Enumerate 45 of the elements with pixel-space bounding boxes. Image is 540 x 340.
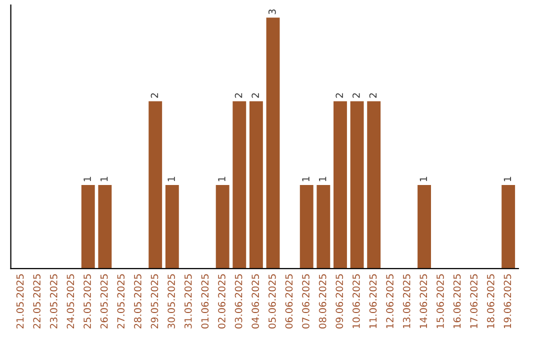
x-tick-label: 01.06.2025 (201, 274, 209, 328)
x-tick-label: 26.05.2025 (100, 274, 108, 328)
data-label: 1 (168, 176, 175, 182)
x-tick-label: 09.06.2025 (336, 274, 344, 328)
x-tick-label: 21.05.2025 (16, 274, 24, 328)
data-label: 2 (234, 93, 242, 98)
x-tick-label: 08.06.2025 (318, 274, 326, 328)
x-tick-label: 16.06.2025 (453, 274, 461, 328)
x-tick-label: 04.06.2025 (252, 274, 260, 328)
x-tick-label: 28.05.2025 (134, 274, 142, 328)
data-label: 1 (84, 176, 91, 182)
x-tick-label: 24.05.2025 (66, 274, 74, 328)
data-label: 2 (369, 93, 377, 98)
x-tick-label: 27.05.2025 (117, 274, 125, 328)
x-tick-label: 22.05.2025 (33, 274, 41, 328)
x-tick-label: 17.06.2025 (470, 274, 478, 328)
x-tick-label: 18.06.2025 (486, 274, 494, 328)
x-tick-label: 10.06.2025 (352, 274, 360, 328)
data-label: 1 (420, 176, 427, 182)
x-tick-label: 14.06.2025 (420, 274, 428, 328)
data-label: 1 (100, 176, 108, 182)
x-tick-label: 31.05.2025 (184, 274, 192, 328)
x-tick-label: 19.06.2025 (504, 274, 512, 328)
data-label: 3 (268, 9, 276, 14)
data-label: 1 (504, 176, 511, 182)
data-label: 1 (218, 176, 226, 182)
data-label: 2 (336, 93, 343, 98)
x-tick-label: 13.06.2025 (402, 274, 410, 328)
x-tick-label: 06.06.2025 (285, 274, 293, 328)
x-tick-label: 07.06.2025 (302, 274, 310, 328)
x-tick-label: 02.06.2025 (218, 274, 226, 328)
x-tick-label: 29.05.2025 (150, 274, 158, 328)
data-label: 2 (352, 93, 360, 98)
x-tick-label: 23.05.2025 (50, 274, 58, 328)
data-label: 1 (302, 176, 310, 182)
x-tick-label: 12.06.2025 (386, 274, 394, 328)
x-tick-label: 03.06.2025 (234, 274, 242, 328)
data-label: 2 (150, 93, 158, 98)
data-label: 2 (252, 93, 259, 98)
x-tick-label: 30.05.2025 (168, 274, 175, 328)
x-tick-label: 15.06.2025 (436, 274, 444, 328)
data-label: 1 (319, 176, 326, 182)
x-tick-label: 11.06.2025 (369, 274, 377, 328)
x-tick-label: 05.06.2025 (268, 274, 276, 328)
x-tick-label: 25.05.2025 (84, 274, 91, 328)
